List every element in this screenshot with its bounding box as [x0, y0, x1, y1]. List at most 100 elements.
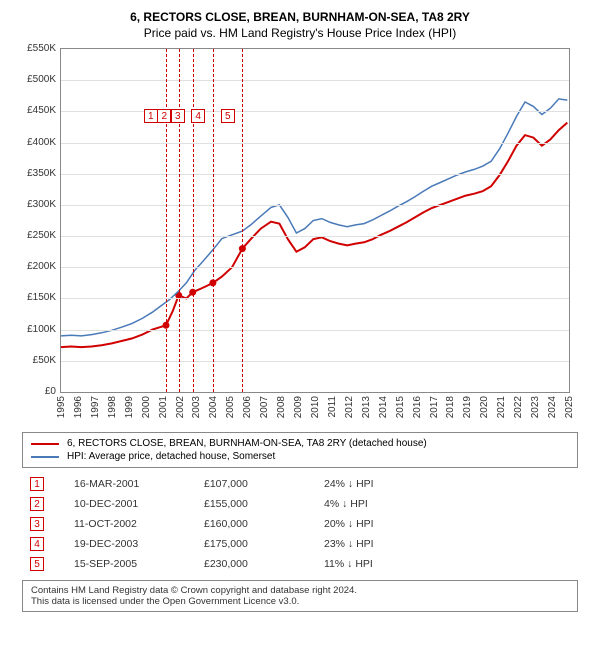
chart-title-line1: 6, RECTORS CLOSE, BREAN, BURNHAM-ON-SEA,… — [15, 10, 585, 24]
sale-row-price: £107,000 — [204, 478, 324, 490]
x-tick-label: 2024 — [547, 396, 558, 418]
sale-row-number: 2 — [30, 497, 44, 511]
sales-table: 1 16-MAR-2001£107,00024% ↓ HPI 2 10-DEC-200… — [22, 474, 578, 574]
x-tick-label: 2012 — [344, 396, 355, 418]
x-tick-label: 2020 — [479, 396, 490, 418]
x-tick-label: 2013 — [361, 396, 372, 418]
y-tick-label: £350K — [20, 168, 56, 179]
sale-row-pct: 23% ↓ HPI — [324, 538, 424, 550]
sale-row-pct: 24% ↓ HPI — [324, 478, 424, 490]
sale-reference-line — [213, 49, 214, 392]
x-tick-label: 2008 — [276, 396, 287, 418]
sale-number-box: 2 — [157, 109, 171, 123]
y-tick-label: £400K — [20, 137, 56, 148]
sale-row-date: 10-DEC-2001 — [74, 498, 204, 510]
x-tick-label: 1998 — [107, 396, 118, 418]
sale-row-price: £160,000 — [204, 518, 324, 530]
sale-row-price: £175,000 — [204, 538, 324, 550]
legend-box: 6, RECTORS CLOSE, BREAN, BURNHAM-ON-SEA,… — [22, 432, 578, 468]
x-tick-label: 1996 — [73, 396, 84, 418]
sale-number-box: 3 — [171, 109, 185, 123]
x-tick-label: 2006 — [242, 396, 253, 418]
x-tick-label: 1997 — [90, 396, 101, 418]
sale-row-number: 4 — [30, 537, 44, 551]
sales-table-row: 4 19-DEC-2003£175,00023% ↓ HPI — [22, 534, 578, 554]
x-tick-label: 2018 — [445, 396, 456, 418]
x-tick-label: 2017 — [429, 396, 440, 418]
x-tick-label: 2010 — [310, 396, 321, 418]
x-tick-label: 2001 — [158, 396, 169, 418]
y-tick-label: £300K — [20, 199, 56, 210]
sale-number-box: 4 — [191, 109, 205, 123]
x-tick-label: 2009 — [293, 396, 304, 418]
gridline — [61, 236, 569, 237]
sale-row-price: £230,000 — [204, 558, 324, 570]
sales-table-row: 5 15-SEP-2005£230,00011% ↓ HPI — [22, 554, 578, 574]
x-tick-label: 2022 — [513, 396, 524, 418]
legend-item: HPI: Average price, detached house, Some… — [31, 450, 569, 463]
sale-reference-line — [166, 49, 167, 392]
sale-row-number: 3 — [30, 517, 44, 531]
x-tick-label: 2014 — [378, 396, 389, 418]
sale-row-number: 1 — [30, 477, 44, 491]
y-tick-label: £50K — [20, 355, 56, 366]
gridline — [61, 174, 569, 175]
sales-table-row: 3 11-OCT-2002£160,00020% ↓ HPI — [22, 514, 578, 534]
sale-row-date: 11-OCT-2002 — [74, 518, 204, 530]
legend-swatch — [31, 456, 59, 458]
x-tick-label: 2025 — [564, 396, 575, 418]
sale-row-number: 5 — [30, 557, 44, 571]
sale-reference-line — [242, 49, 243, 392]
gridline — [61, 361, 569, 362]
sale-row-pct: 4% ↓ HPI — [324, 498, 424, 510]
footer-line1: Contains HM Land Registry data © Crown c… — [31, 585, 569, 596]
chart-area: 1234 5 £0 £50K £100K £150K £200K £250K £300K £35… — [20, 48, 580, 428]
legend-swatch — [31, 443, 59, 445]
sale-row-date: 19-DEC-2003 — [74, 538, 204, 550]
sale-row-price: £155,000 — [204, 498, 324, 510]
legend-item: 6, RECTORS CLOSE, BREAN, BURNHAM-ON-SEA,… — [31, 437, 569, 450]
x-tick-label: 2011 — [327, 396, 338, 418]
chart-lines — [61, 49, 569, 392]
x-tick-label: 2004 — [208, 396, 219, 418]
x-tick-label: 2021 — [496, 396, 507, 418]
x-tick-label: 2000 — [141, 396, 152, 418]
legend-label: 6, RECTORS CLOSE, BREAN, BURNHAM-ON-SEA,… — [67, 438, 427, 449]
footer-line2: This data is licensed under the Open Gov… — [31, 596, 569, 607]
gridline — [61, 80, 569, 81]
sales-table-row: 2 10-DEC-2001£155,0004% ↓ HPI — [22, 494, 578, 514]
sale-row-date: 15-SEP-2005 — [74, 558, 204, 570]
sale-reference-line — [179, 49, 180, 392]
gridline — [61, 267, 569, 268]
sale-row-pct: 20% ↓ HPI — [324, 518, 424, 530]
x-tick-label: 2016 — [412, 396, 423, 418]
chart-title-line2: Price paid vs. HM Land Registry's House … — [15, 26, 585, 40]
sale-row-pct: 11% ↓ HPI — [324, 558, 424, 570]
chart-title-block: 6, RECTORS CLOSE, BREAN, BURNHAM-ON-SEA,… — [15, 10, 585, 40]
gridline — [61, 111, 569, 112]
x-tick-label: 2002 — [175, 396, 186, 418]
x-tick-label: 1999 — [124, 396, 135, 418]
gridline — [61, 330, 569, 331]
x-tick-label: 2007 — [259, 396, 270, 418]
y-tick-label: £250K — [20, 230, 56, 241]
x-tick-label: 2019 — [462, 396, 473, 418]
sale-reference-line — [193, 49, 194, 392]
y-tick-label: £0 — [20, 386, 56, 397]
x-tick-label: 2003 — [191, 396, 202, 418]
y-tick-label: £500K — [20, 74, 56, 85]
sale-row-date: 16-MAR-2001 — [74, 478, 204, 490]
x-tick-label: 2005 — [225, 396, 236, 418]
gridline — [61, 205, 569, 206]
x-tick-label: 2015 — [395, 396, 406, 418]
y-tick-label: £450K — [20, 105, 56, 116]
y-tick-label: £100K — [20, 324, 56, 335]
x-tick-label: 2023 — [530, 396, 541, 418]
series-line-property — [61, 123, 567, 348]
gridline — [61, 298, 569, 299]
sale-number-box: 1 — [144, 109, 158, 123]
y-tick-label: £550K — [20, 43, 56, 54]
sale-number-box: 5 — [221, 109, 235, 123]
y-tick-label: £150K — [20, 292, 56, 303]
y-tick-label: £200K — [20, 261, 56, 272]
